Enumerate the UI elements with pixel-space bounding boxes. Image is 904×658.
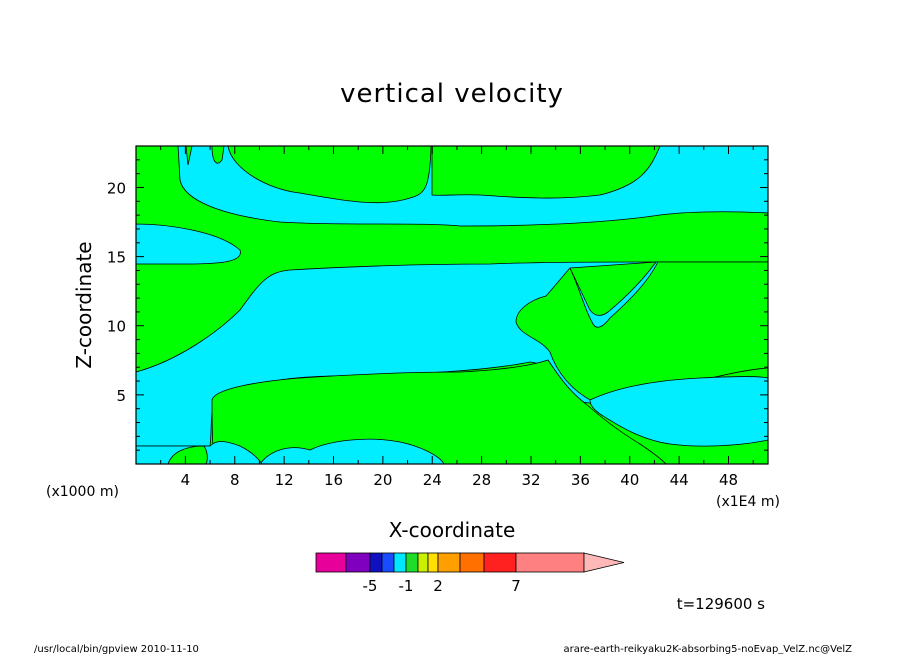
x-axis-unit: (x1000 m) <box>46 484 119 500</box>
plot-frame <box>135 145 769 465</box>
footer-right: arare-earth-reikyaku2K-absorbing5-noEvap… <box>564 644 853 654</box>
colorbar-label: -1 <box>399 577 414 595</box>
colorbar-segment <box>369 552 383 573</box>
colorbar-segment <box>515 552 585 573</box>
green-lower-band <box>211 359 667 465</box>
colorbar-segment <box>393 552 407 573</box>
x-tick-label: 12 <box>275 471 294 489</box>
x-tick-label: 4 <box>181 471 191 489</box>
x-tick-label: 32 <box>521 471 540 489</box>
plot-area <box>135 145 769 465</box>
colorbar-segment <box>405 552 419 573</box>
negative-region-bottom-center <box>259 438 445 465</box>
negative-region-lower-right <box>589 376 769 447</box>
x-tick-label: 36 <box>571 471 590 489</box>
x-tick-label: 8 <box>230 471 240 489</box>
x-tick-label: 28 <box>472 471 491 489</box>
colorbar-segment <box>417 552 429 573</box>
chart-title: vertical velocity <box>340 79 564 109</box>
colorbar: -5 -1 2 7 <box>315 552 625 595</box>
x-tick-label: 24 <box>423 471 442 489</box>
x-axis: 4 8 12 16 20 24 28 32 36 40 44 48 <box>160 146 754 489</box>
colorbar-segment <box>427 552 439 573</box>
negative-region-left-band <box>135 223 241 265</box>
green-pocket-top <box>227 145 432 204</box>
colorbar-label: -5 <box>363 577 378 595</box>
time-label: t=129600 s <box>677 595 765 613</box>
colorbar-segment <box>459 552 485 573</box>
y-tick-label: 20 <box>107 179 126 197</box>
x-tick-label: 16 <box>324 471 343 489</box>
y-axis-label: Z-coordinate <box>72 241 96 368</box>
colorbar-label: 2 <box>433 577 443 595</box>
footer-left: /usr/local/bin/gpview 2010-11-10 <box>34 644 199 654</box>
x-axis-scale-note: (x1E4 m) <box>716 494 780 510</box>
x-tick-label: 48 <box>719 471 738 489</box>
colorbar-segment <box>437 552 461 573</box>
colorbar-segment <box>483 552 517 573</box>
y-tick-label: 15 <box>107 249 126 267</box>
colorbar-label: 7 <box>511 577 521 595</box>
green-triangle <box>569 261 657 316</box>
green-wedge-right <box>515 261 769 405</box>
x-tick-label: 40 <box>620 471 639 489</box>
colorbar-extend-arrow <box>583 552 625 573</box>
x-tick-label: 20 <box>373 471 392 489</box>
colorbar-segment <box>381 552 395 573</box>
y-axis: 5 10 15 20 <box>107 159 768 451</box>
green-spike-top-2 <box>211 145 225 164</box>
y-tick-label: 5 <box>116 387 126 405</box>
y-tick-label: 10 <box>107 318 126 336</box>
x-axis-label: X-coordinate <box>389 518 516 542</box>
colorbar-segment <box>315 552 347 573</box>
green-bump-bottom-left <box>167 445 208 465</box>
colorbar-segment <box>345 552 371 573</box>
x-tick-label: 44 <box>670 471 689 489</box>
